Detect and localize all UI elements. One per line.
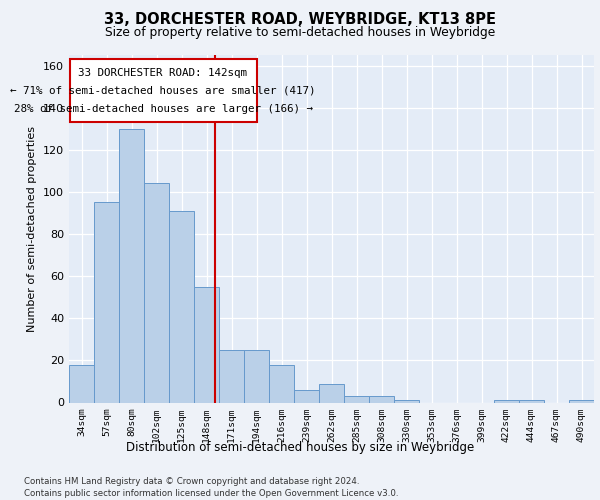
Bar — [169, 211, 194, 402]
Bar — [344, 396, 369, 402]
Text: Size of property relative to semi-detached houses in Weybridge: Size of property relative to semi-detach… — [105, 26, 495, 39]
Bar — [494, 400, 519, 402]
Bar — [244, 350, 269, 403]
Text: Contains public sector information licensed under the Open Government Licence v3: Contains public sector information licen… — [24, 489, 398, 498]
Bar — [394, 400, 419, 402]
Bar — [69, 364, 94, 403]
Text: ← 71% of semi-detached houses are smaller (417): ← 71% of semi-detached houses are smalle… — [10, 86, 316, 96]
Text: 33 DORCHESTER ROAD: 142sqm: 33 DORCHESTER ROAD: 142sqm — [79, 68, 248, 78]
Bar — [519, 400, 544, 402]
Bar — [219, 350, 244, 403]
Text: Contains HM Land Registry data © Crown copyright and database right 2024.: Contains HM Land Registry data © Crown c… — [24, 478, 359, 486]
Bar — [319, 384, 344, 402]
FancyBboxPatch shape — [70, 59, 257, 122]
Bar — [294, 390, 319, 402]
Bar — [269, 364, 294, 403]
Bar — [119, 128, 144, 402]
Bar — [144, 184, 169, 402]
Text: 33, DORCHESTER ROAD, WEYBRIDGE, KT13 8PE: 33, DORCHESTER ROAD, WEYBRIDGE, KT13 8PE — [104, 12, 496, 28]
Y-axis label: Number of semi-detached properties: Number of semi-detached properties — [28, 126, 37, 332]
Bar — [569, 400, 594, 402]
Text: Distribution of semi-detached houses by size in Weybridge: Distribution of semi-detached houses by … — [126, 441, 474, 454]
Bar — [94, 202, 119, 402]
Bar — [194, 286, 219, 403]
Text: 28% of semi-detached houses are larger (166) →: 28% of semi-detached houses are larger (… — [14, 104, 313, 114]
Bar — [369, 396, 394, 402]
